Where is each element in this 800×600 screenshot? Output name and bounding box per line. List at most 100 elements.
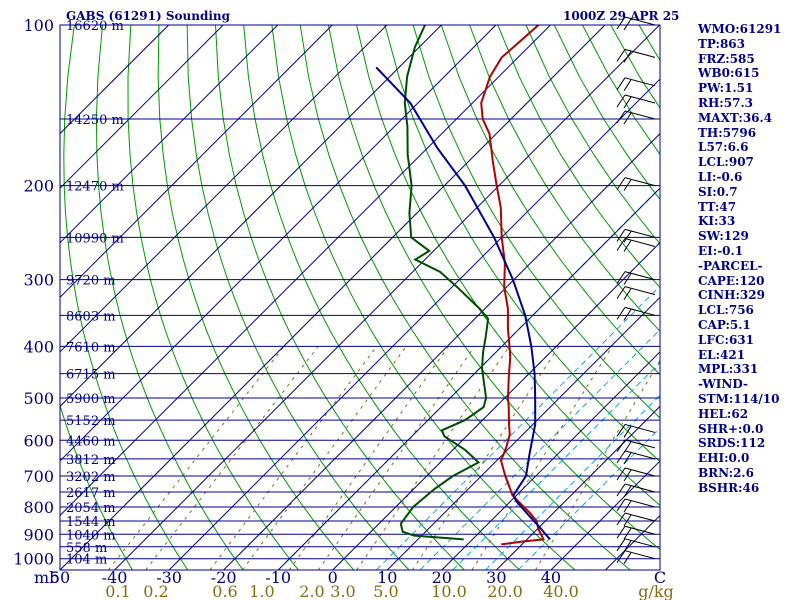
pressure-tick-label: 600 <box>23 431 54 450</box>
mixing-ratio-label: 0.6 <box>212 582 237 600</box>
wind-barb-flag <box>623 288 632 300</box>
wind-barb-staff <box>624 525 656 535</box>
pressure-labels: 100 200 300 400 500 600 700 800 900 1000 <box>13 16 54 569</box>
wind-barb-flag <box>616 77 626 91</box>
temperature-tick-label: -30 <box>156 568 182 587</box>
isotherm-line <box>550 460 660 570</box>
wind-barb-flag <box>616 177 626 190</box>
isotherm-line <box>168 78 660 570</box>
dry-adiabat <box>243 25 520 570</box>
height-label: 9720 m <box>66 274 116 289</box>
mixing-ratio-line <box>288 346 449 570</box>
pressure-tick-label: 100 <box>23 16 54 35</box>
wind-barb-flag <box>616 512 626 526</box>
index-value: LCL:756 <box>698 303 754 318</box>
wind-barb-staff <box>624 423 656 433</box>
index-value: EL:421 <box>698 347 746 362</box>
isotherm-line <box>332 242 660 570</box>
height-label: 8603 m <box>66 309 116 324</box>
wind-barb-flag <box>616 16 626 30</box>
index-value: -WIND- <box>698 377 748 392</box>
dry-adiabat <box>412 25 660 419</box>
dry-adiabat <box>215 25 465 570</box>
wind-barb-flag <box>616 229 626 242</box>
isotherm-line <box>277 187 660 570</box>
wind-barb-staff <box>624 550 656 560</box>
mixing-ratio-label: 20.0 <box>487 582 523 600</box>
wind-barb-staff <box>624 77 656 87</box>
isotherm-line <box>60 25 333 298</box>
x-axis-start-label: mb <box>34 568 59 587</box>
wind-barbs <box>616 16 656 564</box>
wind-barb-flag <box>623 309 632 321</box>
dewpoint-line <box>399 25 490 541</box>
pressure-tick-label: 900 <box>23 525 54 544</box>
temperature-tick-label: -10 <box>265 568 291 587</box>
height-label: 3812 m <box>66 453 116 468</box>
height-label: 4460 m <box>66 434 116 449</box>
dry-adiabat <box>63 25 189 570</box>
wind-barb-flag <box>623 452 632 465</box>
wind-barb-flag <box>623 179 632 191</box>
dry-adiabat <box>440 25 660 376</box>
wind-barb-flag <box>623 231 632 243</box>
wind-barb-flag <box>616 110 626 124</box>
wind-barb-flag <box>616 467 626 481</box>
height-label: 1040 m <box>66 528 116 543</box>
isotherms <box>60 25 660 570</box>
wind-barb-flag <box>616 49 626 62</box>
wind-barb-staff <box>624 177 656 187</box>
index-value: EHI:0.0 <box>698 451 750 466</box>
wind-barb-staff <box>624 498 656 508</box>
pressure-tick-label: 700 <box>23 467 54 486</box>
index-value: CAPE:120 <box>698 273 765 288</box>
indices-panel: WMO:61291 TP:863 FRZ:585 WB0:615 PW:1.51 RH:5… <box>698 22 798 496</box>
mixing-ratio-label: 0.2 <box>143 582 168 600</box>
height-label: 12470 m <box>66 180 124 195</box>
isotherm-line <box>60 25 497 462</box>
wind-barb-staff <box>624 237 656 247</box>
wind-barb-flag <box>616 307 626 320</box>
height-label: 2617 m <box>66 486 116 501</box>
wind-barb-flag <box>616 439 626 453</box>
x-axis-end-label: C <box>654 568 666 587</box>
mixing-ratio-unit: g/kg <box>638 582 674 600</box>
dry-adiabat <box>127 25 299 570</box>
wind-barb-staff <box>624 306 656 316</box>
height-label: 558 m <box>66 541 107 556</box>
wind-barb-staff <box>624 110 656 120</box>
wind-barb-flag <box>623 273 632 285</box>
wind-barb-flag <box>623 469 632 482</box>
index-value: L57:6.6 <box>698 140 749 155</box>
height-labels: 16620 m 14250 m 12470 m 10990 m 9720 m 8603 m… <box>66 19 124 568</box>
mixing-ratio-line <box>317 346 476 570</box>
wind-barb-flag <box>616 286 626 299</box>
index-value: LFC:631 <box>698 332 754 347</box>
wind-barb-staff <box>624 439 656 449</box>
height-label: 16620 m <box>66 19 124 34</box>
index-value: MAXT:36.4 <box>698 110 773 125</box>
wind-barb-flag <box>616 94 626 108</box>
isotherm-line <box>114 25 660 570</box>
dry-adiabat <box>356 25 660 507</box>
wind-barb-flag <box>623 240 632 252</box>
dry-adiabat <box>186 25 410 570</box>
temperature-line <box>480 25 545 546</box>
wind-barb-staff <box>624 483 656 493</box>
mixing-ratio-label: 0.1 <box>105 582 130 600</box>
index-value: WMO:61291 <box>698 22 782 36</box>
wind-barb-staff <box>624 512 656 522</box>
mixing-ratio-line <box>535 359 660 570</box>
wind-barb-staff <box>624 450 656 460</box>
parcel-line <box>375 66 551 541</box>
index-value: EI:-0.1 <box>698 243 744 258</box>
isotherm-line <box>60 25 388 353</box>
height-label: 3202 m <box>66 470 116 485</box>
dry-adiabat <box>469 25 660 332</box>
wind-barb-flag <box>623 552 632 564</box>
index-value: -PARCEL- <box>698 258 763 273</box>
wind-barb-staff <box>624 228 656 238</box>
mixing-ratio-label: 10.0 <box>431 582 467 600</box>
wind-barb-staff <box>624 467 656 477</box>
